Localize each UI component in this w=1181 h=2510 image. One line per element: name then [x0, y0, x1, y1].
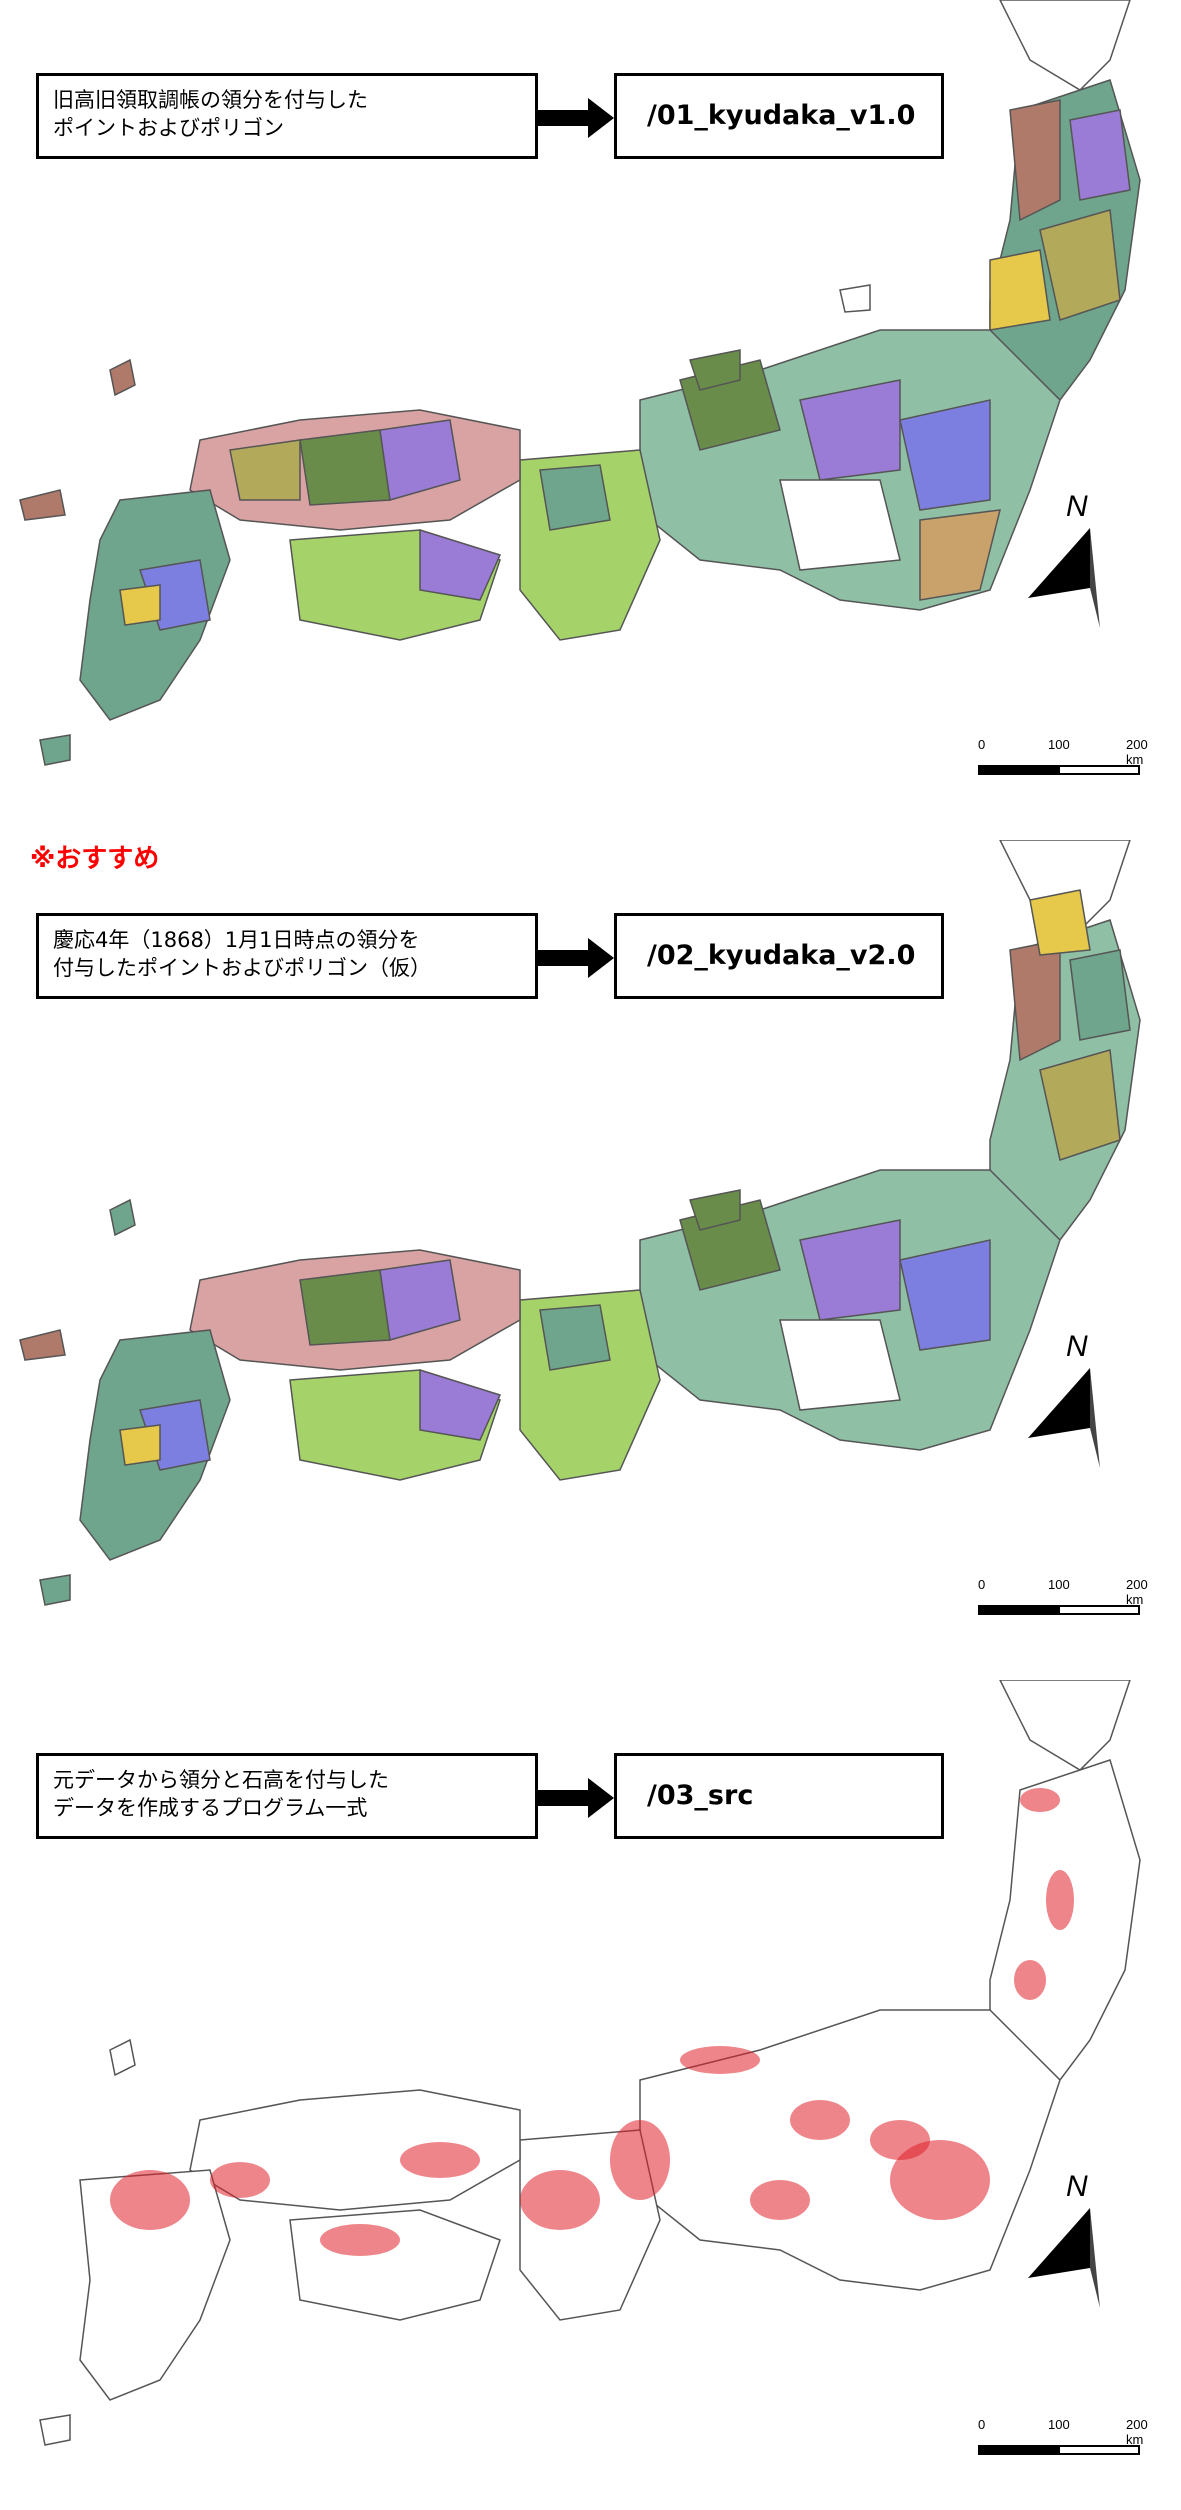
right-arrow-icon	[538, 1778, 614, 1818]
scale-label-100: 100	[1048, 2417, 1070, 2432]
description-line-1: 元データから領分と石高を付与した	[53, 1768, 389, 1792]
japan-kokudaka-heatmap	[39, 1680, 1141, 2446]
scale-label-100: 100	[1048, 1577, 1070, 1592]
scale-label-200: 200 km	[1126, 737, 1148, 767]
north-arrow-icon: N	[1028, 2170, 1100, 2308]
scale-segment-black	[978, 1605, 1060, 1615]
scale-bar: 0 100 200 km	[978, 2417, 1148, 2477]
panel-src: 元データから領分と石高を付与した データを作成するプログラム一式 /03_src…	[0, 1680, 1181, 2510]
description-box: 旧高旧領取調帳の領分を付与した ポイントおよびポリゴン	[36, 73, 538, 159]
right-arrow-icon	[538, 98, 614, 138]
scale-bar: 0 100 200 km	[978, 1577, 1148, 1637]
north-label: N	[1066, 1330, 1088, 1363]
north-arrow-icon: N	[1028, 490, 1100, 628]
destination-folder-box[interactable]: /01_kyudaka_v1.0	[614, 73, 944, 159]
description-line-2: データを作成するプログラム一式	[53, 1796, 368, 1820]
scale-segment-white	[1058, 1605, 1140, 1615]
scale-segment-white	[1058, 2445, 1140, 2455]
description-line-2: 付与したポイントおよびポリゴン（仮）	[53, 956, 431, 980]
scale-label-200: 200 km	[1126, 1577, 1148, 1607]
scale-segment-black	[978, 765, 1060, 775]
scale-segment-white	[1058, 765, 1140, 775]
north-label: N	[1066, 490, 1088, 523]
destination-folder-box[interactable]: /03_src	[614, 1753, 944, 1839]
north-arrow-icon: N	[1028, 1330, 1100, 1468]
japan-domain-map	[19, 840, 1141, 1606]
description-box: 元データから領分と石高を付与した データを作成するプログラム一式	[36, 1753, 538, 1839]
scale-segment-black	[978, 2445, 1060, 2455]
description-line-1: 慶応4年（1868）1月1日時点の領分を	[53, 928, 420, 952]
panel-kyudaka-v1: 旧高旧領取調帳の領分を付与した ポイントおよびポリゴン /01_kyudaka_…	[0, 0, 1181, 830]
destination-folder-box[interactable]: /02_kyudaka_v2.0	[614, 913, 944, 999]
panel-kyudaka-v2: ※おすすめ 慶応4年（1868）1月1日時点の領分を 付与したポイントおよびポリ…	[0, 840, 1181, 1670]
scale-label-100: 100	[1048, 737, 1070, 752]
scale-label-200: 200 km	[1126, 2417, 1148, 2447]
description-box: 慶応4年（1868）1月1日時点の領分を 付与したポイントおよびポリゴン（仮）	[36, 913, 538, 999]
japan-domain-map	[19, 0, 1141, 766]
description-line-2: ポイントおよびポリゴン	[53, 116, 284, 140]
scale-bar: 0 100 200 km	[978, 737, 1148, 797]
right-arrow-icon	[538, 938, 614, 978]
recommended-badge: ※おすすめ	[30, 844, 160, 874]
scale-label-0: 0	[978, 1577, 986, 1592]
scale-label-0: 0	[978, 737, 986, 752]
north-label: N	[1066, 2170, 1088, 2203]
description-line-1: 旧高旧領取調帳の領分を付与した	[53, 88, 368, 112]
scale-label-0: 0	[978, 2417, 986, 2432]
